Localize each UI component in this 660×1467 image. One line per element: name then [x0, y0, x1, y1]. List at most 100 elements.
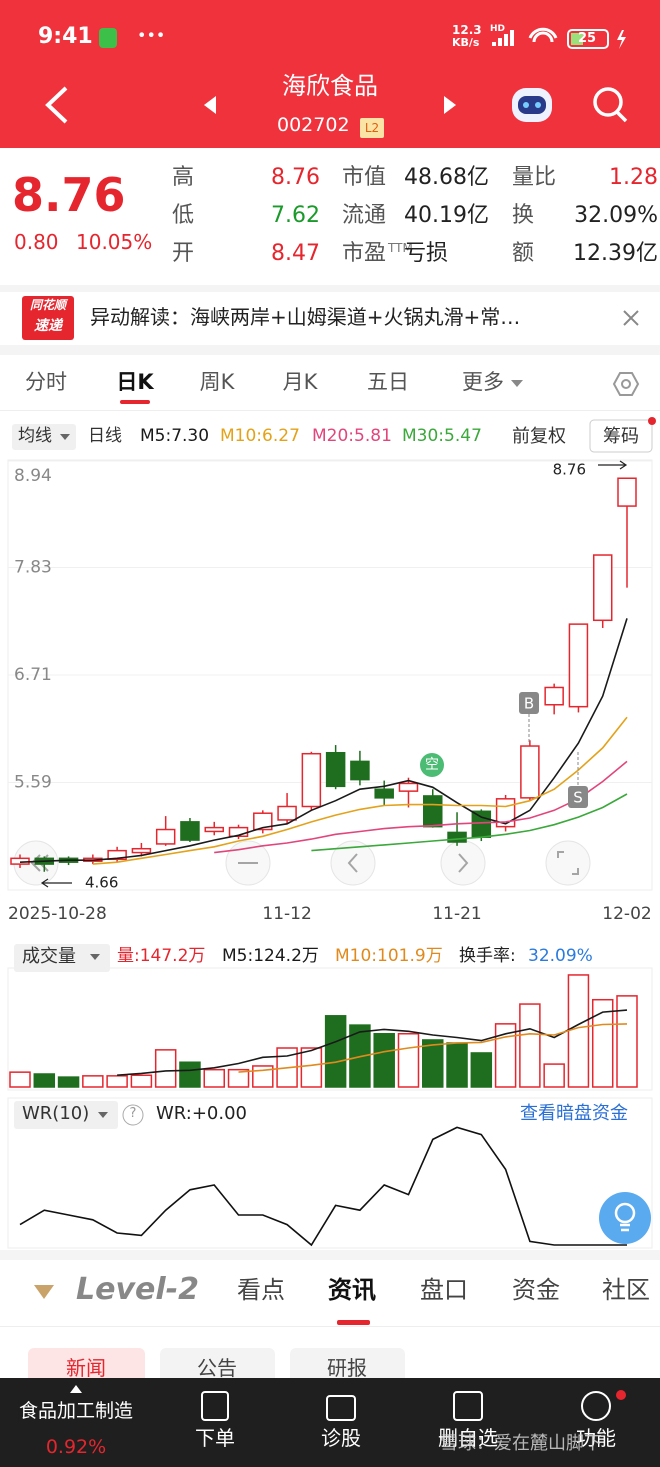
wr-line — [19, 1126, 627, 1247]
news-text[interactable]: 异动解读：海峡两岸+山姆渠道+火锅丸滑+常… — [90, 305, 521, 329]
volume-bar — [446, 1042, 468, 1088]
info-tab[interactable]: 资讯 — [328, 1276, 376, 1304]
order-icon[interactable] — [201, 1391, 229, 1421]
candle-body — [107, 849, 127, 861]
help-label[interactable]: ? — [129, 1106, 137, 1121]
battery-level — [571, 33, 583, 45]
volume-bar — [567, 974, 590, 1088]
stat-value: 8.76 — [271, 165, 320, 190]
volume-bar — [227, 1068, 250, 1088]
ma-legend: M10:6.27 — [220, 426, 300, 446]
y-tick-label: 6.71 — [14, 665, 52, 685]
volume-bar — [470, 1052, 493, 1088]
y-tick-label: 5.59 — [14, 773, 52, 793]
search-button[interactable] — [593, 87, 628, 123]
volume-selector-label[interactable]: 成交量 — [22, 946, 76, 967]
stat-value: 48.68亿 — [404, 165, 489, 190]
ma-button-label[interactable]: 均线 — [18, 426, 52, 446]
candle-body — [568, 623, 589, 708]
ma-line — [92, 716, 628, 865]
stat-label: 开 — [172, 241, 195, 266]
assistant-button[interactable] — [512, 88, 552, 122]
level2-icon — [34, 1285, 54, 1299]
settings-button[interactable] — [612, 372, 640, 396]
sector-name[interactable]: 食品加工制造 — [18, 1400, 134, 1423]
ma-line — [19, 618, 628, 863]
net-speed: 12.3 — [452, 23, 482, 37]
adjust-label[interactable]: 前复权 — [512, 426, 566, 447]
bottom-action[interactable]: 下单 — [195, 1426, 235, 1450]
chart-tab[interactable]: 更多 — [462, 370, 504, 394]
info-tab[interactable]: 看点 — [237, 1276, 285, 1304]
volume-ma-line — [238, 1023, 628, 1073]
wr-legend: WR:+0.00 — [156, 1103, 247, 1124]
dots-icon: ••• — [137, 26, 165, 45]
chart-tab[interactable]: 日K — [116, 370, 154, 394]
low-annotation: 4.66 — [85, 874, 118, 892]
bottom-action[interactable]: 诊股 — [321, 1426, 361, 1450]
level2-logo[interactable]: Level-2 — [76, 1272, 199, 1307]
divider — [0, 285, 660, 292]
close-button[interactable] — [623, 310, 639, 326]
chart-tab[interactable]: 周K — [199, 370, 235, 394]
chart-tab[interactable]: 分时 — [25, 370, 67, 394]
back-button[interactable] — [45, 86, 68, 124]
info-tab[interactable]: 社区 — [602, 1276, 650, 1304]
candle-body — [447, 831, 467, 843]
x-tick-label: 11-12 — [262, 904, 311, 924]
volume-current: 量:147.2万 — [117, 946, 206, 966]
stock-name: 海欣食品 — [282, 72, 378, 100]
prev-stock[interactable] — [204, 96, 216, 114]
volume-bar — [519, 1003, 541, 1088]
remove-icon[interactable] — [453, 1391, 483, 1421]
stock-code: 002702 — [277, 114, 350, 136]
battery-level: 25 — [578, 31, 597, 46]
level-badge: L2 — [360, 118, 384, 138]
tab-indicator — [337, 1320, 370, 1325]
diagnose-icon[interactable] — [326, 1395, 356, 1421]
menu-icon[interactable] — [581, 1391, 611, 1421]
chart-tab[interactable]: 月K — [282, 370, 318, 394]
wr-selector-label[interactable]: WR(10) — [22, 1103, 90, 1124]
volume-bar — [397, 1033, 420, 1088]
news-logo-bottom: 速递 — [34, 318, 62, 334]
stat-value: 7.62 — [271, 203, 320, 228]
next-stock[interactable] — [444, 96, 456, 114]
low-arrow — [40, 878, 72, 888]
stat-value: 1.28 — [609, 165, 658, 190]
chips-button[interactable] — [589, 419, 653, 453]
help-icon[interactable] — [122, 1104, 144, 1126]
dark-pool-link[interactable]: 查看暗盘资金 — [520, 1103, 628, 1124]
chart-controls[interactable] — [13, 840, 591, 886]
volume-bar — [33, 1073, 56, 1088]
sell-marker-bg — [568, 786, 588, 808]
bottom-action[interactable]: 删自选 — [438, 1426, 498, 1450]
turnover-value: 32.09% — [528, 946, 593, 966]
ma-button[interactable] — [12, 424, 76, 450]
wr-selector[interactable] — [14, 1101, 118, 1129]
bottom-action[interactable]: 功能 — [576, 1426, 616, 1450]
volume-selector[interactable] — [14, 944, 110, 972]
stat-label: 流通 — [342, 203, 387, 228]
tips-button[interactable] — [599, 1192, 651, 1244]
chips-label[interactable]: 筹码 — [603, 426, 639, 447]
wr-panel — [7, 1097, 653, 1249]
sub-tab[interactable]: 公告 — [197, 1356, 237, 1380]
dropdown-arrow — [98, 1112, 108, 1118]
sub-tab[interactable]: 新闻 — [66, 1356, 106, 1380]
stat-label: 市值 — [342, 165, 387, 190]
y-tick-label: 8.94 — [14, 466, 52, 486]
price-change: 0.80 — [14, 230, 59, 254]
chart-tab[interactable]: 五日 — [367, 370, 409, 394]
info-tab[interactable]: 资金 — [512, 1276, 560, 1304]
sub-tab[interactable]: 研报 — [327, 1356, 367, 1380]
volume-bar — [373, 1033, 395, 1088]
app-icon — [99, 28, 117, 48]
ma-line — [214, 760, 628, 854]
info-tab[interactable]: 盘口 — [420, 1276, 468, 1304]
volume-bar — [106, 1075, 128, 1088]
stat-value: 12.39亿 — [573, 241, 658, 266]
candle-body — [374, 788, 394, 799]
candle-body — [277, 805, 297, 821]
